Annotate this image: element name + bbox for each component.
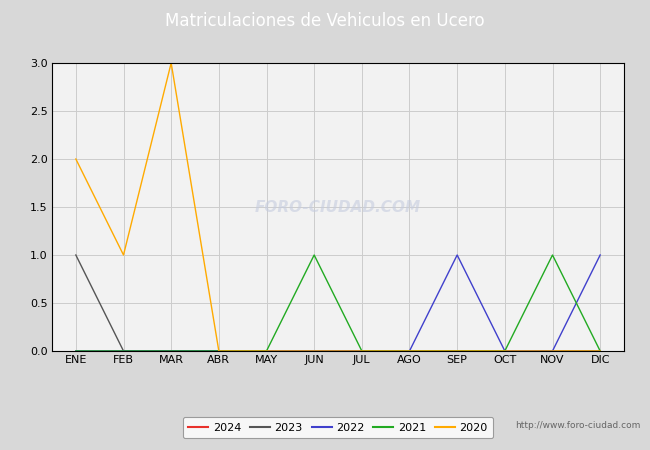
Legend: 2024, 2023, 2022, 2021, 2020: 2024, 2023, 2022, 2021, 2020	[183, 417, 493, 438]
Text: http://www.foro-ciudad.com: http://www.foro-ciudad.com	[515, 421, 640, 430]
Text: Matriculaciones de Vehiculos en Ucero: Matriculaciones de Vehiculos en Ucero	[165, 12, 485, 30]
Text: FORO-CIUDAD.COM: FORO-CIUDAD.COM	[255, 199, 421, 215]
